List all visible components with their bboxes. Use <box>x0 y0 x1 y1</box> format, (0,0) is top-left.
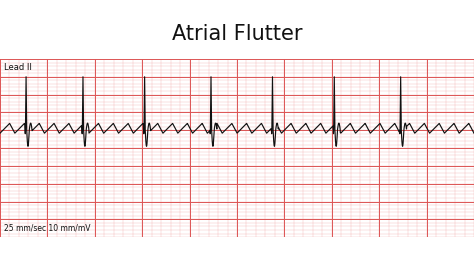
Text: Atrial Flutter: Atrial Flutter <box>172 24 302 44</box>
Text: Lead II: Lead II <box>4 64 32 72</box>
Text: 25 mm/sec 10 mm/mV: 25 mm/sec 10 mm/mV <box>4 224 90 233</box>
Text: shutterstock·: shutterstock· <box>9 248 87 258</box>
